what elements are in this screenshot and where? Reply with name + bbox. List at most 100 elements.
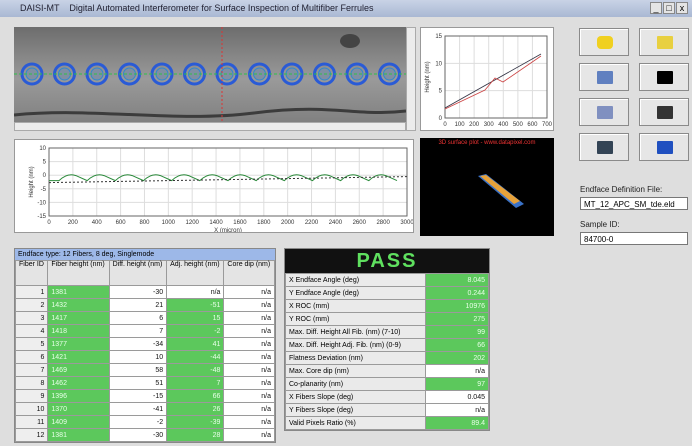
table-cell: 8 [16, 377, 48, 390]
button-icon [597, 36, 613, 49]
x-tick-label: 1000 [162, 220, 176, 226]
table-cell: -48 [167, 364, 224, 377]
table-row: 414187-2n/a [16, 325, 275, 338]
result-row: Co-planarity (nm)97 [286, 378, 489, 391]
table-row: 2143221-51n/a [16, 299, 275, 312]
table-cell: 11 [16, 416, 48, 429]
toolbar-button[interactable] [579, 28, 629, 56]
surface-background [420, 138, 554, 236]
x-tick-label: 2600 [353, 220, 367, 226]
table-cell: n/a [224, 299, 275, 312]
table-cell: 6 [16, 351, 48, 364]
toolbar-button[interactable] [639, 133, 689, 161]
table-cell: 41 [167, 338, 224, 351]
table-cell: 10 [16, 403, 48, 416]
table-cell: 66 [167, 390, 224, 403]
horizontal-scrollbar[interactable] [14, 122, 406, 131]
table-cell: -2 [167, 325, 224, 338]
table-cell: n/a [224, 403, 275, 416]
table-cell: 7 [16, 364, 48, 377]
minimize-button[interactable]: _ [650, 2, 662, 14]
table-cell: 26 [167, 403, 224, 416]
y-axis-label: Height (nm) [425, 61, 431, 92]
y-tick-label: 0 [43, 173, 47, 179]
x-tick-label: 600 [527, 122, 538, 128]
endface-file-field[interactable]: MT_12_APC_SM_tde.eld [580, 197, 688, 210]
x-tick-label: 100 [455, 122, 466, 128]
x-tick-label: 0 [443, 122, 447, 128]
table-cell: 51 [109, 377, 167, 390]
x-tick-label: 600 [116, 220, 127, 226]
sample-id-field[interactable]: 84700-0 [580, 232, 688, 245]
column-header: Adj. height (nm) [167, 261, 224, 286]
result-value: n/a [426, 404, 489, 417]
toolbar-button[interactable] [579, 133, 629, 161]
result-value: n/a [426, 365, 489, 378]
toolbar [579, 28, 691, 166]
y-tick-label: 5 [43, 160, 47, 166]
button-icon [597, 141, 613, 154]
result-value: 66 [426, 339, 489, 352]
table-cell: 1417 [48, 312, 109, 325]
table-cell: n/a [224, 286, 275, 299]
table-cell: 1370 [48, 403, 109, 416]
table-cell: 1377 [48, 338, 109, 351]
result-label: Max. Diff. Height All Fib. (nm) (7-10) [286, 326, 426, 339]
maximize-button[interactable]: □ [663, 2, 675, 14]
table-cell: -15 [109, 390, 167, 403]
result-label: Max. Core dip (nm) [286, 365, 426, 378]
image-spot [340, 34, 360, 48]
vertical-scrollbar[interactable] [406, 27, 416, 131]
title-bar: DAISI-MT Digital Automated Interferomete… [0, 0, 692, 17]
toolbar-button[interactable] [639, 98, 689, 126]
table-cell: n/a [167, 286, 224, 299]
table-cell: -44 [167, 351, 224, 364]
y-axis-label: Height (nm) [29, 166, 35, 197]
table-cell: 1396 [48, 390, 109, 403]
table-cell: 1418 [48, 325, 109, 338]
button-icon [657, 71, 673, 84]
application-window: DAISI-MT Digital Automated Interferomete… [0, 0, 692, 446]
table-cell: -41 [109, 403, 167, 416]
table-header-row: Fiber IDFiber height (nm)Diff. height (n… [16, 261, 275, 286]
table-cell: n/a [224, 390, 275, 403]
table-cell: n/a [224, 416, 275, 429]
x-tick-label: 1600 [233, 220, 247, 226]
table-row: 121381-3028n/a [16, 429, 275, 442]
x-tick-label: 200 [469, 122, 480, 128]
result-label: Co-planarity (nm) [286, 378, 426, 391]
x-tick-label: 2000 [281, 220, 295, 226]
close-button[interactable]: x [676, 2, 688, 14]
y-tick-label: 0 [439, 116, 443, 122]
toolbar-button[interactable] [639, 63, 689, 91]
result-label: X Fibers Slope (deg) [286, 391, 426, 404]
table-row: 6142110-44n/a [16, 351, 275, 364]
button-icon [597, 106, 613, 119]
result-row: Max. Diff. Height All Fib. (nm) (7-10)99 [286, 326, 489, 339]
y-tick-label: 5 [439, 89, 443, 95]
table-cell: 21 [109, 299, 167, 312]
x-tick-label: 500 [513, 122, 524, 128]
table-cell: 28 [167, 429, 224, 442]
button-icon [657, 141, 673, 154]
y-tick-label: -15 [37, 214, 46, 220]
angle-plot: 1510500100200300400500600700X (micron)He… [420, 27, 554, 131]
table-cell: -30 [109, 429, 167, 442]
result-row: Flatness Deviation (nm)202 [286, 352, 489, 365]
x-tick-label: 200 [68, 220, 79, 226]
table-cell: 1469 [48, 364, 109, 377]
result-value: 8.045 [426, 274, 489, 287]
y-tick-label: 15 [435, 34, 442, 40]
button-icon [657, 36, 673, 49]
toolbar-button[interactable] [579, 63, 629, 91]
result-label: Max. Diff. Height Adj. Fib. (nm) (0-9) [286, 339, 426, 352]
surface-title: 3D surface plot - www.datapixel.com [438, 140, 535, 146]
toolbar-button[interactable] [639, 28, 689, 56]
result-value: 202 [426, 352, 489, 365]
fiber-table-title: Endface type: 12 Fibers, 8 deg, Singlemo… [15, 249, 275, 260]
toolbar-button[interactable] [579, 98, 629, 126]
result-label: Flatness Deviation (nm) [286, 352, 426, 365]
